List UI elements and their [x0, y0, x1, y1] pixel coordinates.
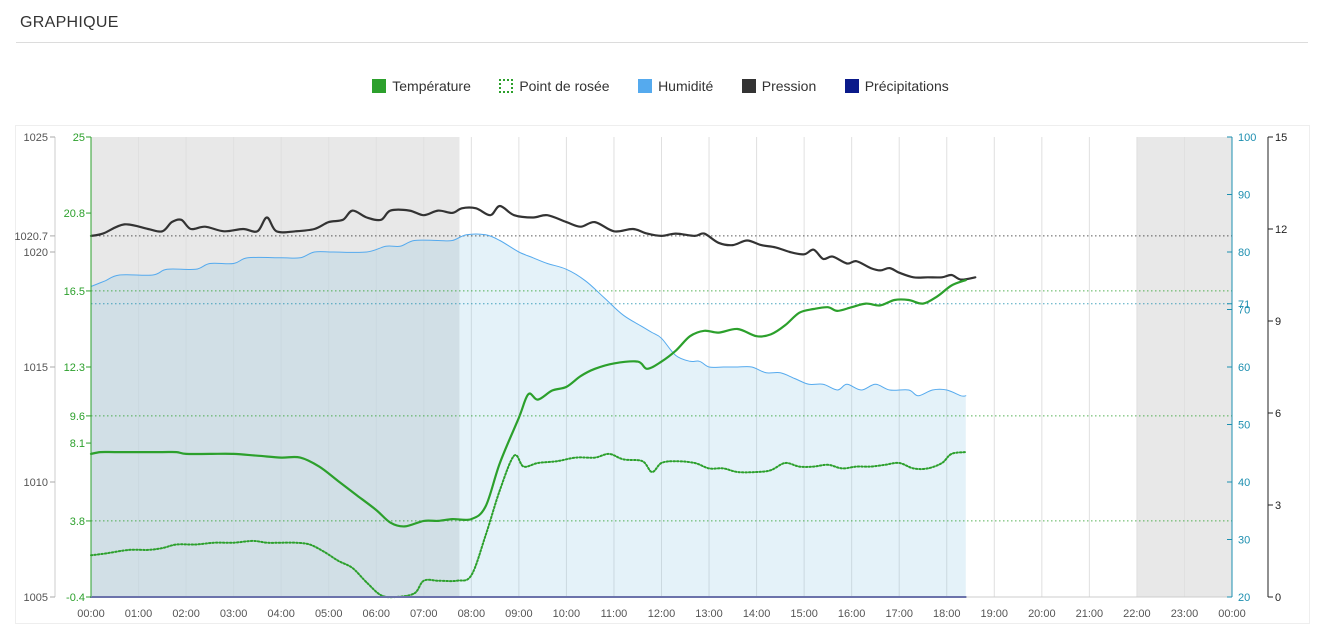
- pressure-tick-label: 1010: [24, 477, 48, 489]
- x-tick-label: 09:00: [505, 608, 533, 620]
- x-tick-label: 02:00: [172, 608, 200, 620]
- legend-item-humidity[interactable]: Humidité: [638, 78, 713, 94]
- x-tick-label: 21:00: [1076, 608, 1104, 620]
- temperature-tick-label: 8.1: [70, 438, 85, 450]
- pressure-tick-label: 1005: [24, 592, 48, 604]
- precipitation-tick-label: 6: [1275, 408, 1281, 420]
- humidity-swatch-icon: [638, 79, 653, 93]
- panel-title: GRAPHIQUE: [20, 14, 119, 31]
- precipitation-tick-label: 12: [1275, 224, 1287, 236]
- x-tick-label: 17:00: [885, 608, 913, 620]
- x-tick-label: 07:00: [410, 608, 438, 620]
- series-line-pressure: [89, 204, 977, 281]
- humidity-tick-label: 50: [1238, 420, 1250, 432]
- legend-item-temperature[interactable]: Température: [372, 78, 471, 94]
- axes: [50, 136, 1273, 598]
- humidity-tick-label: 70: [1238, 305, 1250, 317]
- precipitation-tick-label: 0: [1275, 592, 1281, 604]
- x-tick-label: 00:00: [77, 608, 105, 620]
- chart-frame: [15, 125, 1310, 624]
- chart-legend: Température Point de rosée Humidité Pres…: [0, 78, 1321, 98]
- temperature-tick-label: 9.6: [70, 411, 85, 423]
- temperature-tick-label: 25: [73, 132, 85, 144]
- legend-label-precipitation: Précipitations: [864, 78, 949, 94]
- series-line-temperature: [89, 279, 967, 528]
- temperature-tick-label: 12.3: [64, 362, 85, 374]
- dew-point-swatch-icon: [499, 79, 514, 93]
- x-tick-label: 23:00: [1171, 608, 1199, 620]
- x-tick-label: 06:00: [362, 608, 390, 620]
- temperature-swatch-icon: [372, 79, 387, 93]
- humidity-tick-label: 40: [1238, 477, 1250, 489]
- humidity-tick-label: 20: [1238, 592, 1250, 604]
- temperature-tick-label: 16.5: [64, 286, 85, 298]
- x-tick-label: 08:00: [458, 608, 486, 620]
- pressure-tick-label: 1025: [24, 132, 48, 144]
- x-tick-label: 00:00: [1218, 608, 1246, 620]
- temperature-tick-label: 3.8: [70, 516, 85, 528]
- x-tick-label: 15:00: [790, 608, 818, 620]
- x-tick-label: 01:00: [125, 608, 153, 620]
- humidity-tick-label: 90: [1238, 190, 1250, 202]
- legend-label-pressure: Pression: [761, 78, 817, 94]
- precipitation-tick-label: 9: [1275, 316, 1281, 328]
- legend-item-dew-point[interactable]: Point de rosée: [499, 78, 610, 94]
- precipitation-tick-label: 3: [1275, 500, 1281, 512]
- series-line-humidity: [90, 233, 967, 397]
- x-tick-label: 18:00: [933, 608, 961, 620]
- x-tick-label: 03:00: [220, 608, 248, 620]
- tick-labels: 1025 1020.7 1020 1015 1010 1005 25 20.8 16.5 12.3…: [14, 132, 1287, 620]
- pressure-tick-label: 1020: [24, 247, 48, 259]
- series-line-temperature-dew-point: [90, 451, 967, 599]
- x-tick-label: 14:00: [743, 608, 771, 620]
- precipitation-swatch-icon: [844, 79, 859, 93]
- x-tick-label: 12:00: [648, 608, 676, 620]
- x-tick-label: 22:00: [1123, 608, 1151, 620]
- x-tick-label: 10:00: [553, 608, 581, 620]
- legend-label-humidity: Humidité: [658, 78, 714, 94]
- humidity-tick-label: 30: [1238, 535, 1250, 547]
- pressure-tick-label: 1020.7: [14, 231, 48, 243]
- legend-item-pressure[interactable]: Pression: [741, 78, 817, 94]
- precipitation-tick-label: 15: [1275, 132, 1287, 144]
- legend-label-temperature: Température: [392, 78, 471, 94]
- humidity-tick-label: 71: [1238, 299, 1250, 311]
- title-divider: [16, 42, 1308, 43]
- x-tick-label: 04:00: [267, 608, 295, 620]
- humidity-tick-label: 100: [1238, 132, 1256, 144]
- x-tick-label: 20:00: [1028, 608, 1056, 620]
- pressure-swatch-icon: [741, 79, 756, 93]
- legend-item-precipitation[interactable]: Précipitations: [844, 78, 949, 94]
- temperature-tick-label: 20.8: [64, 208, 85, 220]
- humidity-tick-label: 60: [1238, 362, 1250, 374]
- x-tick-label: 11:00: [601, 608, 628, 620]
- legend-label-dew-point: Point de rosée: [519, 78, 610, 94]
- x-tick-label: 05:00: [315, 608, 343, 620]
- humidity-tick-label: 80: [1238, 247, 1250, 259]
- x-tick-label: 19:00: [981, 608, 1009, 620]
- pressure-tick-label: 1015: [24, 362, 48, 374]
- hour-gridlines: [138, 137, 1185, 597]
- night-band: [91, 137, 460, 597]
- temperature-tick-label: -0.4: [66, 592, 85, 604]
- x-tick-label: 16:00: [838, 608, 866, 620]
- x-tick-label: 13:00: [695, 608, 723, 620]
